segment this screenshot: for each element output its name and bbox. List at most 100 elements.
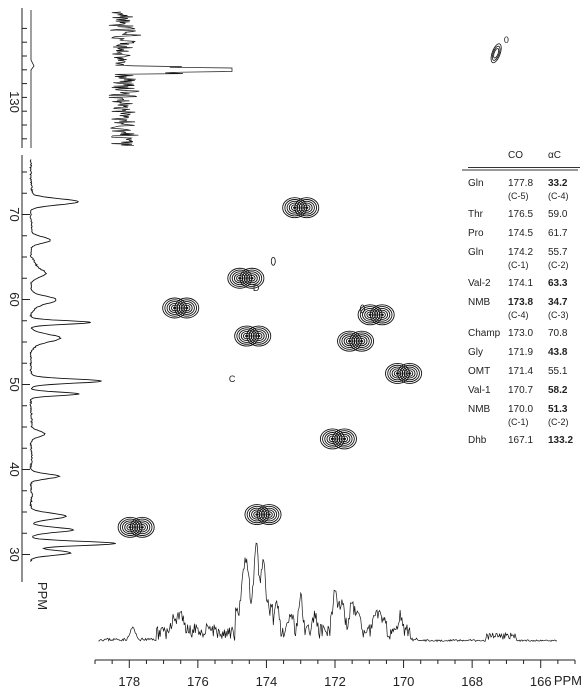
ac-shift-value: 34.7 [548, 297, 568, 308]
table-row: Dhb 167.1 133.2 [468, 428, 580, 447]
contour-ring [288, 202, 301, 213]
ac-shift: 70.8 [548, 321, 580, 340]
residue-name: Champ [468, 321, 508, 340]
contour-ring [131, 518, 153, 536]
co-shift-carbon: (C-1) [508, 260, 529, 270]
ac-shift-carbon: (C-2) [548, 417, 569, 427]
small-mark-label: C [229, 374, 236, 384]
ac-shift-value: 63.3 [548, 278, 568, 289]
contour-ring [387, 364, 408, 383]
residue-name: Val-2 [468, 271, 508, 290]
table-row: Val-1 170.7 58.2 [468, 378, 580, 397]
x-axis-unit-label: PPM [554, 673, 582, 688]
co-shift-carbon: (C-4) [508, 310, 529, 320]
contour-ring [371, 306, 393, 324]
co-shift: 173.0 [508, 321, 548, 340]
co-shift: 174.1 [508, 271, 548, 290]
ac-shift-value: 61.7 [548, 228, 568, 239]
residue-name: NMB [468, 397, 508, 428]
ac-shift-value: 55.7 [548, 247, 568, 258]
residue-name-value: OMT [468, 366, 491, 377]
x-tick-label: 168 [461, 674, 483, 689]
contour-ring [339, 332, 360, 350]
residue-name-value: Gly [468, 347, 483, 358]
co-shift: 176.5 [508, 202, 548, 221]
y-tick-label: 50 [7, 377, 22, 391]
residue-name: Pro [468, 221, 508, 240]
contour-ring [255, 332, 263, 340]
ac-shift-value: 70.8 [548, 328, 568, 339]
contour-ring [251, 509, 263, 520]
cross-peaks [117, 197, 423, 538]
cross-peak [162, 297, 200, 319]
bottom-projection-spectrum [98, 542, 558, 643]
contour-ring [164, 299, 185, 317]
y-axis-ticks: 70 60 50 40 30 130 [7, 27, 30, 562]
left-projection-spectrum [29, 159, 116, 562]
ac-shift-carbon: (C-2) [548, 260, 569, 270]
ac-shift: 61.7 [548, 221, 580, 240]
bottom-spectrum-trace [98, 542, 558, 643]
left-spectrum-trace [29, 159, 116, 562]
table-row: Val-2 174.1 63.3 [468, 271, 580, 290]
top-mark [493, 48, 500, 59]
ac-shift: 51.3 (C-2) [548, 397, 580, 428]
co-shift-value: 174.1 [508, 278, 534, 289]
residue-name-value: Pro [468, 228, 484, 239]
contour-ring [243, 332, 251, 340]
contour-ring [355, 336, 368, 347]
contour-ring [134, 520, 151, 535]
contour-ring [246, 325, 272, 347]
co-shift-value: 171.4 [508, 366, 534, 377]
residue-name: NMB [468, 290, 508, 321]
residue-name-value: Val-2 [468, 278, 491, 289]
contour-ring [364, 309, 376, 320]
contour-ring [343, 336, 356, 347]
top-projection-trace [108, 11, 233, 147]
contour-ring [389, 366, 406, 381]
top-left-trace [30, 10, 35, 148]
header-ac: αC [548, 150, 562, 161]
contour-ring [374, 307, 391, 322]
contour-ring [260, 507, 278, 522]
contour-ring [353, 334, 370, 349]
contour-ring [294, 197, 320, 219]
co-shift-value: 174.2 [508, 247, 534, 258]
cross-peak [227, 267, 265, 289]
contour-ring [324, 432, 341, 446]
contour-ring [357, 337, 366, 345]
contour-ring [296, 199, 318, 217]
ac-shift-value: 33.2 [548, 178, 568, 189]
contour-core [267, 513, 271, 516]
contour-ring [378, 311, 386, 319]
table-row: NMB 170.0 (C-1) 51.3 (C-2) [468, 397, 580, 428]
contour-ring [286, 200, 303, 215]
small-mark [360, 304, 365, 314]
x-axis-ticks: 178 176 174 172 170 168 166 [94, 660, 576, 689]
x-tick-label: 170 [393, 674, 415, 689]
contour-ring [250, 329, 267, 343]
cross-peak [117, 516, 155, 538]
top-projection-spectrum [30, 10, 233, 148]
contour-ring [136, 522, 149, 533]
contour-ring [291, 204, 299, 211]
table-row: Champ 173.0 70.8 [468, 321, 580, 340]
contour-ring [322, 430, 343, 448]
table-row: Gln 174.2 (C-1) 55.7 (C-2) [468, 240, 580, 271]
y-tick-label: 60 [7, 292, 22, 306]
residue-name: Val-1 [468, 378, 508, 397]
ac-shift-value: 55.1 [548, 366, 568, 377]
contour-ring [126, 524, 134, 531]
residue-name-value: Thr [468, 209, 483, 220]
contour-ring [263, 509, 275, 520]
x-tick-label: 178 [118, 674, 140, 689]
ac-shift: 58.2 [548, 378, 580, 397]
contour-ring [334, 430, 355, 448]
co-shift-carbon: (C-1) [508, 417, 529, 427]
contour-ring [362, 307, 379, 322]
y-tick-label: 40 [7, 462, 22, 476]
cross-peak [244, 504, 282, 525]
assignment-table: CO αC Gln 177.8 (C-5) 33.2 (C-4) Thr 176.5 59.0… [468, 150, 580, 447]
residue-name: Thr [468, 202, 508, 221]
header-co: CO [508, 150, 523, 161]
